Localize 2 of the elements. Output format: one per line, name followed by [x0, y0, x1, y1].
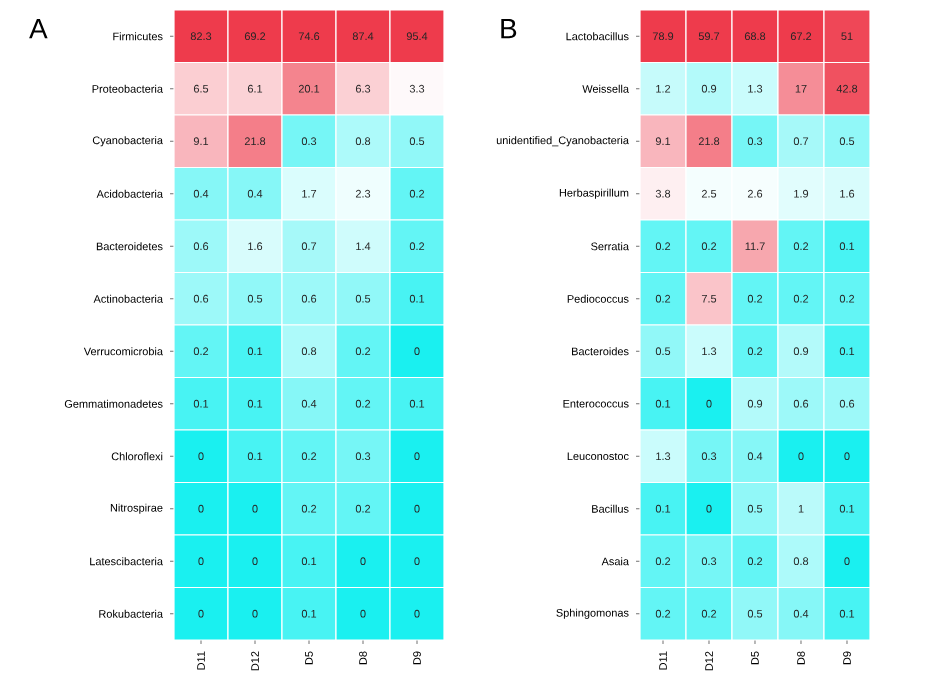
chart-title: B	[501, 19, 517, 39]
chart-title: A	[29, 19, 48, 39]
